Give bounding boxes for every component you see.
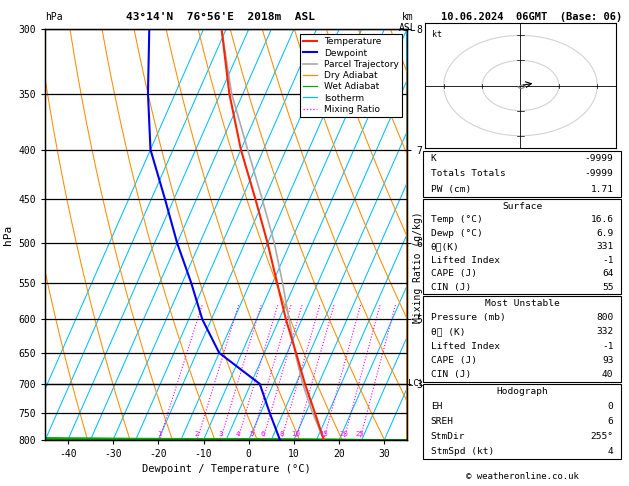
Text: 3: 3 [218, 431, 223, 436]
Text: 6: 6 [608, 417, 613, 426]
Text: Mixing Ratio (g/kg): Mixing Ratio (g/kg) [413, 211, 423, 323]
Text: © weatheronline.co.uk: © weatheronline.co.uk [465, 472, 579, 481]
FancyBboxPatch shape [423, 384, 621, 459]
Text: CAPE (J): CAPE (J) [431, 356, 477, 365]
Text: 2: 2 [195, 431, 199, 436]
Text: km
ASL: km ASL [399, 12, 416, 33]
Text: Pressure (mb): Pressure (mb) [431, 313, 505, 322]
Text: CIN (J): CIN (J) [431, 370, 471, 379]
Text: Most Unstable: Most Unstable [485, 299, 559, 308]
FancyBboxPatch shape [423, 151, 621, 197]
Text: StmSpd (kt): StmSpd (kt) [431, 447, 494, 456]
Text: hPa: hPa [45, 12, 63, 22]
Text: 332: 332 [596, 328, 613, 336]
FancyBboxPatch shape [423, 296, 621, 382]
Text: Totals Totals: Totals Totals [431, 169, 505, 178]
Text: 8: 8 [279, 431, 284, 436]
Text: 64: 64 [602, 269, 613, 278]
FancyBboxPatch shape [423, 199, 621, 294]
Text: Hodograph: Hodograph [496, 387, 548, 396]
Text: Lifted Index: Lifted Index [431, 342, 499, 350]
Text: 1.71: 1.71 [591, 185, 613, 193]
Text: 16.6: 16.6 [591, 215, 613, 224]
Text: LCL: LCL [408, 380, 424, 388]
Text: StmDir: StmDir [431, 432, 465, 441]
X-axis label: Dewpoint / Temperature (°C): Dewpoint / Temperature (°C) [142, 465, 311, 474]
Text: θᴇ (K): θᴇ (K) [431, 328, 465, 336]
Text: 4: 4 [235, 431, 240, 436]
Text: 331: 331 [596, 242, 613, 251]
Text: 93: 93 [602, 356, 613, 365]
Text: θᴇ(K): θᴇ(K) [431, 242, 459, 251]
Text: Surface: Surface [502, 202, 542, 210]
Text: 5: 5 [249, 431, 253, 436]
Text: 40: 40 [602, 370, 613, 379]
Text: -9999: -9999 [585, 169, 613, 178]
Text: 1: 1 [157, 431, 162, 436]
Text: CAPE (J): CAPE (J) [431, 269, 477, 278]
Text: 55: 55 [602, 283, 613, 292]
Text: Dewp (°C): Dewp (°C) [431, 228, 482, 238]
Text: K: K [431, 154, 437, 163]
Text: 25: 25 [355, 431, 364, 436]
Text: 6: 6 [260, 431, 265, 436]
Text: 15: 15 [319, 431, 328, 436]
Text: PW (cm): PW (cm) [431, 185, 471, 193]
Text: -9999: -9999 [585, 154, 613, 163]
Text: CIN (J): CIN (J) [431, 283, 471, 292]
Text: 0: 0 [608, 402, 613, 411]
Text: -1: -1 [602, 256, 613, 265]
Text: 43°14'N  76°56'E  2018m  ASL: 43°14'N 76°56'E 2018m ASL [126, 12, 314, 22]
Text: kt: kt [432, 30, 442, 39]
Y-axis label: hPa: hPa [3, 225, 13, 244]
Text: 20: 20 [340, 431, 348, 436]
Text: Temp (°C): Temp (°C) [431, 215, 482, 224]
Text: 800: 800 [596, 313, 613, 322]
Text: SREH: SREH [431, 417, 454, 426]
Text: 6.9: 6.9 [596, 228, 613, 238]
Text: 4: 4 [608, 447, 613, 456]
Text: Lifted Index: Lifted Index [431, 256, 499, 265]
Text: -1: -1 [602, 342, 613, 350]
Text: 10.06.2024  06GMT  (Base: 06): 10.06.2024 06GMT (Base: 06) [441, 12, 622, 22]
Text: 255°: 255° [591, 432, 613, 441]
Text: EH: EH [431, 402, 442, 411]
Text: 10: 10 [291, 431, 301, 436]
Legend: Temperature, Dewpoint, Parcel Trajectory, Dry Adiabat, Wet Adiabat, Isotherm, Mi: Temperature, Dewpoint, Parcel Trajectory… [299, 34, 403, 118]
